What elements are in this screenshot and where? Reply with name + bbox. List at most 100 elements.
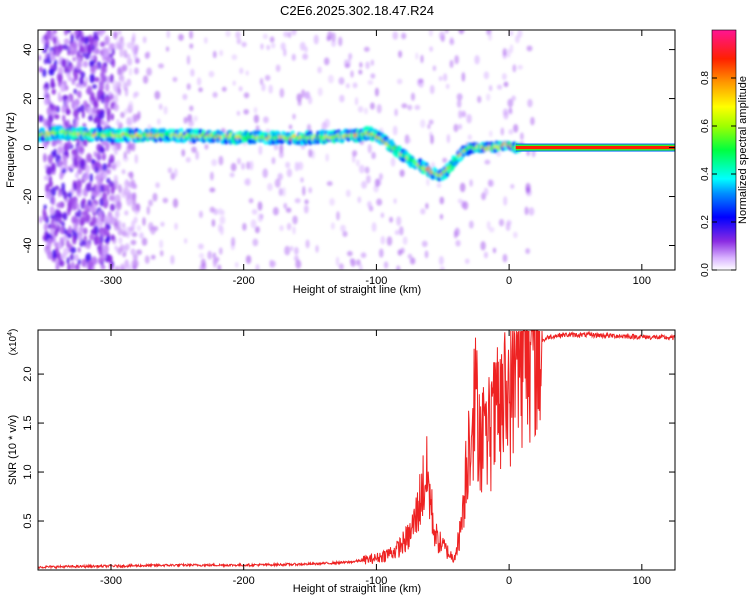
heatmap-cell: [246, 161, 251, 170]
heatmap-cell: [436, 182, 442, 188]
heatmap-cell: [83, 204, 88, 211]
heatmap-cell: [394, 108, 398, 117]
heatmap-cell: [225, 30, 231, 37]
snr-xtick-label: -300: [100, 575, 122, 587]
heatmap-cell: [178, 33, 184, 41]
heatmap-cell: [421, 240, 428, 248]
heatmap-cell: [307, 95, 313, 105]
heatmap-cell: [524, 206, 529, 216]
snr-xlabel: Height of straight line (km): [293, 583, 421, 595]
heatmap-cell: [415, 52, 419, 60]
heatmap-cell: [43, 153, 47, 163]
heatmap-cell: [297, 161, 304, 171]
heatmap-cell: [51, 88, 57, 95]
heatmap-cell: [211, 159, 218, 167]
heatmap-cell: [439, 213, 444, 220]
heatmap-cell: [257, 213, 263, 223]
heatmap-cell: [278, 188, 284, 197]
heatmap-cell: [468, 220, 474, 229]
heatmap-cell: [82, 81, 87, 88]
heatmap-cell: [234, 262, 239, 268]
heatmap-cell: [110, 234, 115, 241]
heatmap-cell: [104, 198, 109, 208]
heatmap-cell: [38, 54, 42, 61]
heatmap-cell: [275, 64, 281, 73]
heatmap-cell: [172, 76, 178, 82]
heatmap-cell: [99, 145, 105, 154]
heatmap-cell: [119, 41, 126, 47]
heatmap-cell: [64, 30, 68, 36]
heatmap-cell: [58, 260, 63, 266]
heatmap-cell: [101, 119, 105, 126]
heatmap-cell: [243, 92, 250, 99]
heatmap-cell: [442, 157, 448, 163]
heatmap-cell: [63, 150, 69, 156]
heatmap-cell: [74, 118, 79, 128]
heatmap-cell: [462, 110, 466, 118]
heatmap-cell: [374, 178, 380, 188]
heatmap-cell: [74, 30, 79, 37]
heatmap-cell: [109, 73, 114, 84]
heatmap-cell: [118, 236, 123, 245]
heatmap-cell: [89, 233, 95, 241]
heatmap-cell: [197, 243, 204, 250]
heatmap-cell: [530, 116, 535, 126]
heatmap-cell: [94, 114, 98, 122]
heatmap-cell: [186, 83, 191, 91]
heatmap-cell: [51, 249, 57, 259]
heatmap-cell: [506, 219, 512, 226]
heatmap-cell: [221, 86, 227, 92]
heatmap-cell: [438, 255, 444, 266]
heatmap-cell: [285, 207, 292, 213]
heatmap-cell: [131, 45, 137, 53]
heatmap-cell: [110, 186, 115, 195]
heatmap-cell: [131, 231, 138, 237]
heatmap-cell: [134, 57, 140, 64]
heatmap-cell: [150, 225, 156, 235]
heatmap-cell: [484, 159, 491, 165]
heatmap-cell: [108, 180, 115, 188]
heatmap-cell: [219, 225, 224, 236]
heatmap-cell: [61, 104, 66, 114]
heatmap-cell: [488, 32, 492, 41]
heatmap-cell: [269, 36, 275, 43]
heatmap-cell: [231, 54, 238, 61]
heatmap-cell: [79, 159, 86, 166]
heatmap-cell: [259, 77, 264, 86]
heatmap-cell: [45, 183, 50, 194]
heatmap-cell: [79, 146, 85, 153]
heatmap-cell: [380, 235, 386, 245]
heatmap-cell: [426, 178, 430, 187]
heatmap-cell: [46, 166, 52, 176]
heatmap-cell: [105, 82, 110, 92]
heatmap-cell: [102, 47, 108, 53]
heatmap-cell: [106, 177, 111, 184]
heatmap-cell: [342, 230, 348, 238]
heatmap-cell: [49, 114, 53, 122]
heatmap-cell: [128, 227, 132, 236]
heatmap-cell: [294, 198, 301, 204]
heatmap-cell: [503, 81, 509, 88]
heatmap-cell: [376, 104, 382, 114]
heatmap-cell: [48, 238, 53, 245]
heatmap-cell: [229, 172, 235, 178]
heatmap-cell: [345, 63, 350, 69]
heatmap-cell: [346, 250, 353, 257]
heatmap-cell: [190, 68, 195, 77]
heatmap-cell: [363, 107, 368, 115]
heatmap-cell: [51, 223, 57, 230]
heatmap-cell: [79, 45, 84, 53]
heatmap-cell: [407, 253, 413, 260]
heatmap-cell: [78, 226, 84, 233]
spectrogram-xtick-label: -200: [233, 275, 255, 287]
heatmap-cell: [73, 254, 79, 262]
heatmap-cell: [420, 54, 424, 64]
heatmap-cell: [45, 30, 51, 40]
heatmap-cell: [128, 143, 134, 151]
heatmap-cell: [96, 30, 101, 36]
heatmap-cell: [57, 73, 63, 83]
heatmap-cell: [438, 76, 443, 82]
heatmap-cell: [113, 145, 118, 156]
heatmap-cell: [513, 231, 518, 239]
heatmap-cell: [98, 246, 103, 256]
